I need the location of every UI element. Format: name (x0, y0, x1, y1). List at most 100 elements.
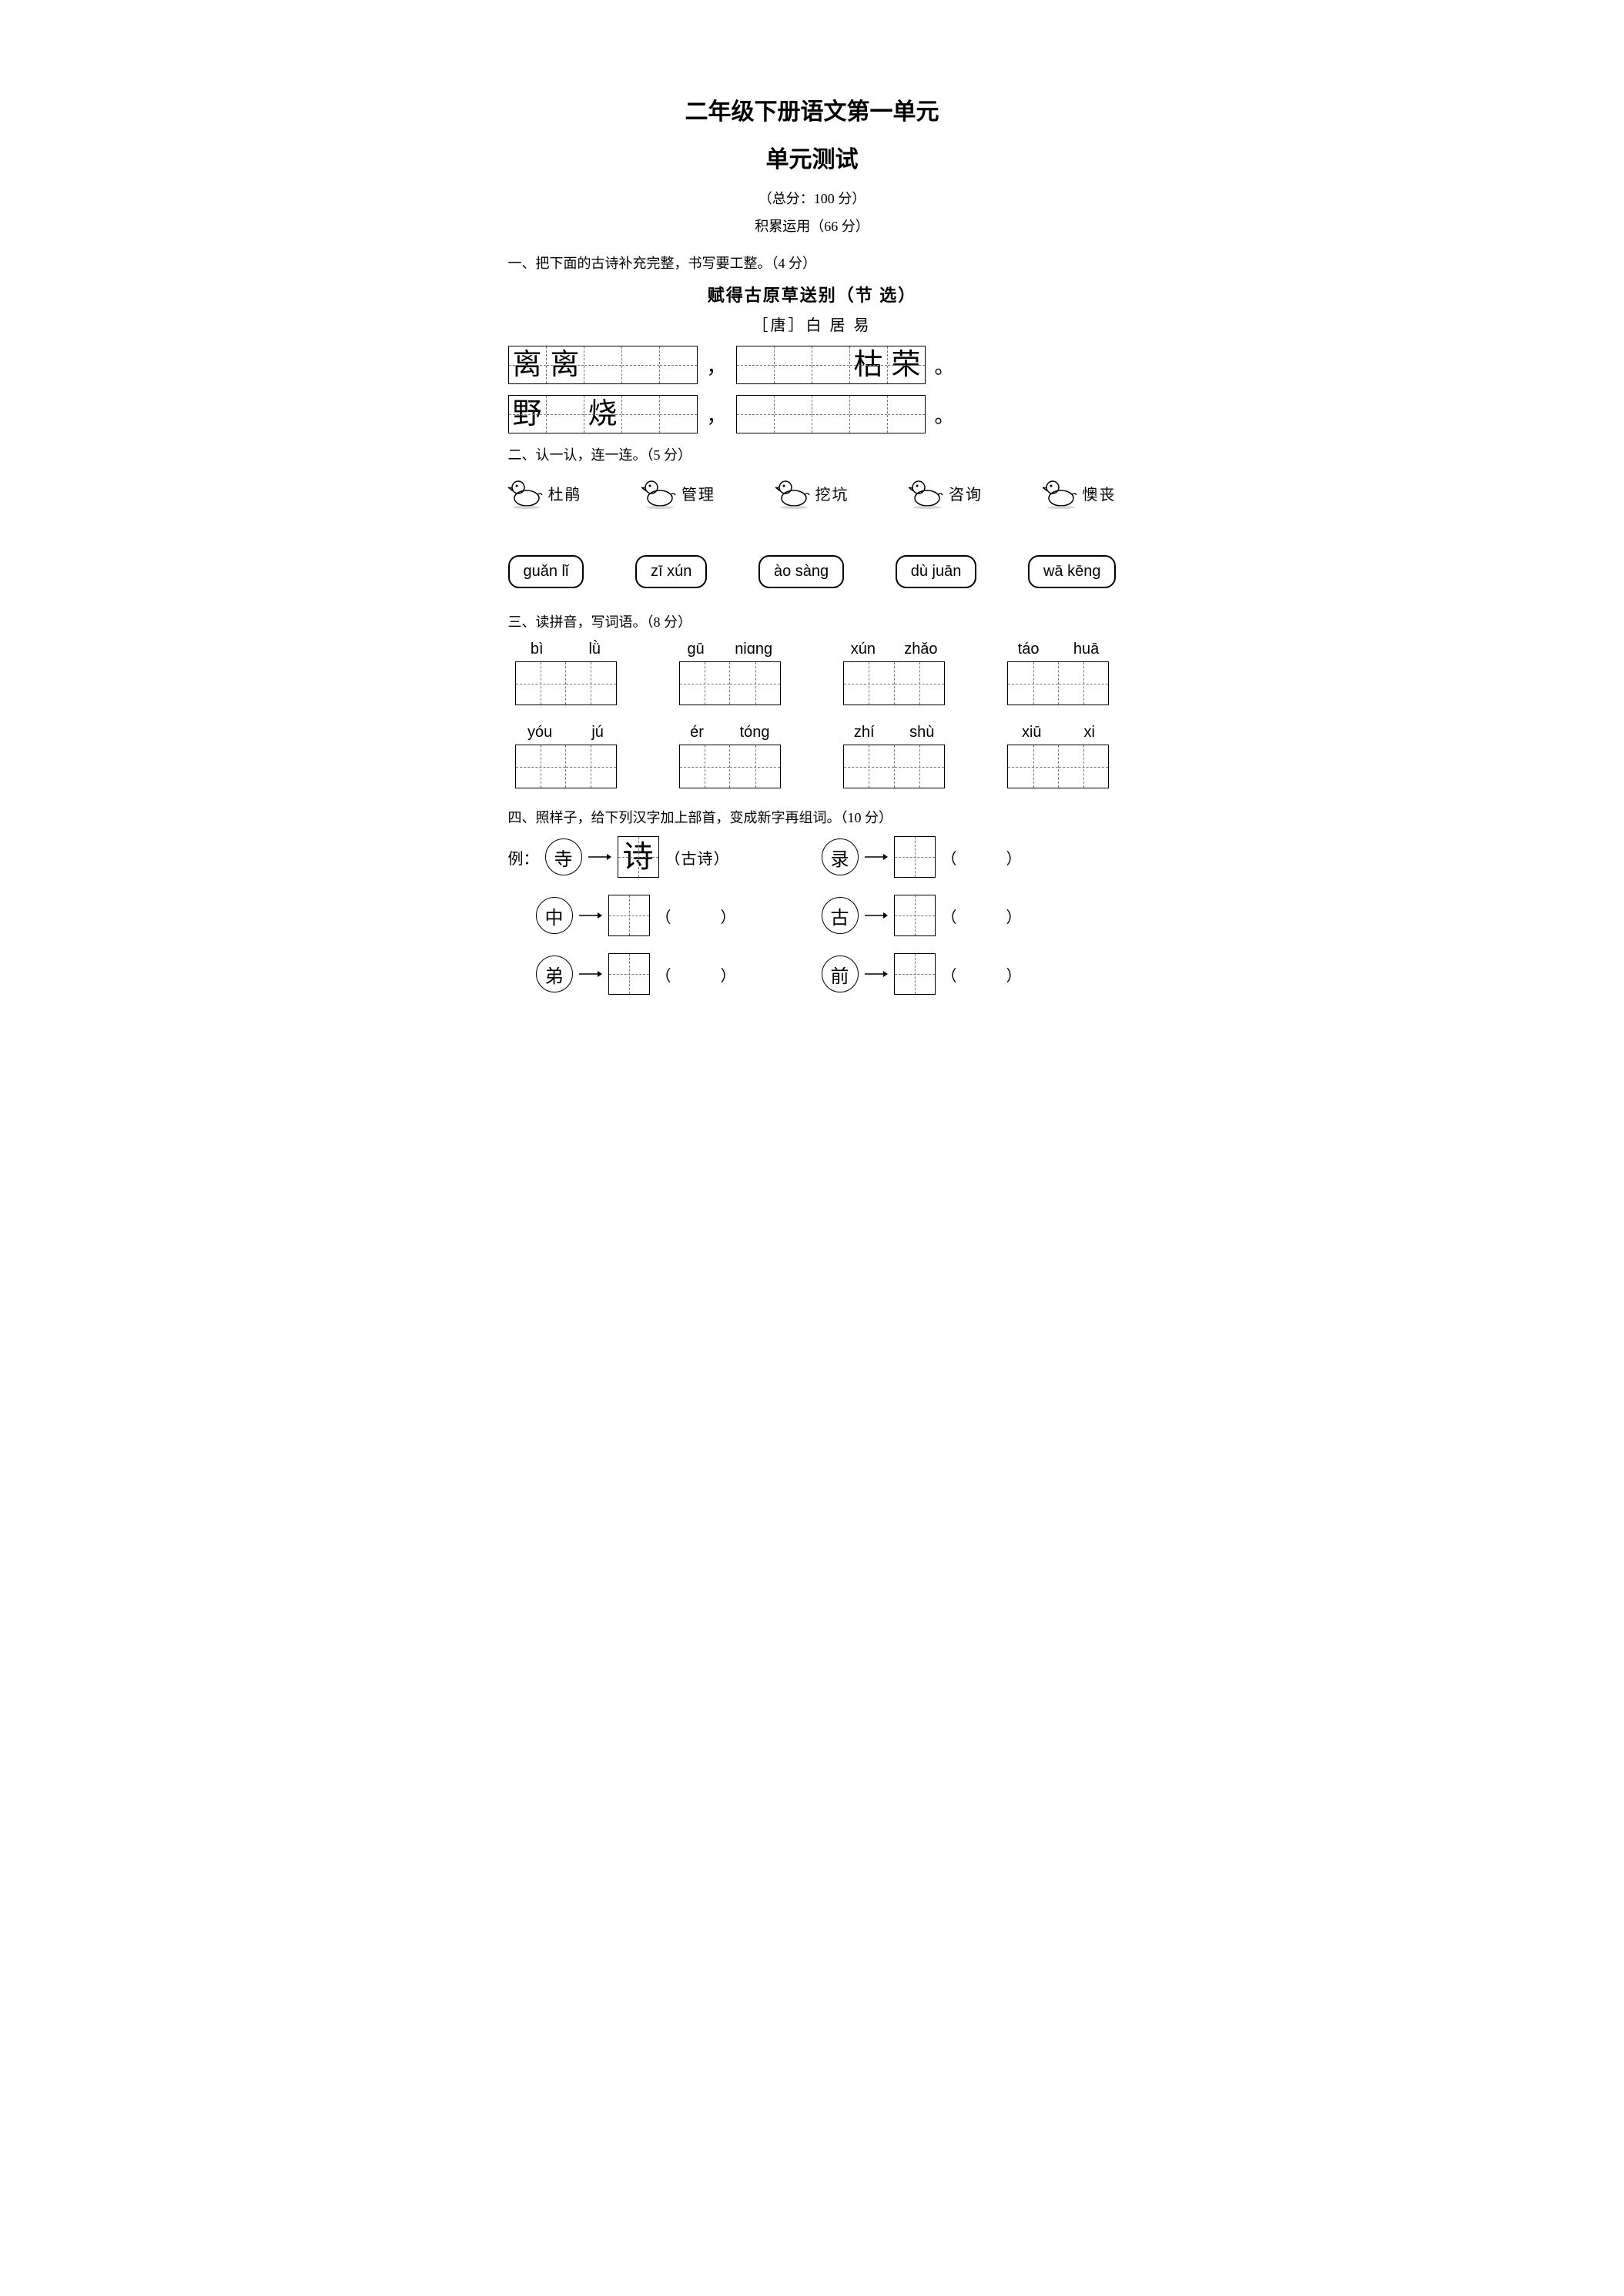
write-cell[interactable] (730, 662, 780, 705)
word-paren[interactable]: （ ） (942, 963, 1023, 986)
write-cell[interactable] (1008, 662, 1059, 705)
pinyin-syllable: tóng (740, 724, 770, 741)
pinyin-syllable: bì (531, 641, 544, 658)
duck-item: 懊丧 (1043, 477, 1117, 509)
pinyin-box: ér tóng (672, 724, 788, 788)
write-cell[interactable] (1008, 745, 1059, 788)
pinyin-pill: zī xún (635, 555, 707, 588)
write-cell[interactable] (622, 346, 660, 383)
title-line-1: 二年级下册语文第一单元 (508, 92, 1117, 126)
poem-line-1-group-2: 枯 荣 (736, 346, 926, 384)
q4-row: 中 （ ） (536, 895, 737, 936)
word-paren[interactable]: （ ） (942, 846, 1023, 869)
write-cell[interactable] (680, 745, 731, 788)
write-cell[interactable] (622, 396, 660, 433)
q4-row: 前 （ ） (822, 953, 1023, 995)
write-cell[interactable] (584, 346, 622, 383)
duck-icon (775, 477, 811, 509)
q4-row: 古 （ ） (822, 895, 1023, 936)
pinyin-syllable: xún (851, 641, 876, 658)
write-cell[interactable] (844, 745, 895, 788)
pinyin-syllable: táo (1018, 641, 1040, 658)
duck-word: 挖坑 (815, 482, 849, 504)
write-cell[interactable] (894, 836, 936, 878)
pinyin-syllable: yóu (527, 724, 552, 741)
arrow-icon (579, 912, 602, 919)
section-label: 积累运用（66 分） (508, 216, 1117, 236)
q2-heading: 二、认一认，连一连。（5 分） (508, 444, 1117, 464)
duck-item: 管理 (641, 477, 715, 509)
write-cell[interactable] (775, 396, 812, 433)
period: 。 (933, 351, 956, 380)
total-score: （总分：100 分） (508, 188, 1117, 208)
duck-item: 挖坑 (775, 477, 849, 509)
write-cell[interactable] (812, 396, 850, 433)
q3-row-2: yóu jú ér tóng zhíshù xiū xi (508, 724, 1117, 788)
pinyin-syllable: xiū (1022, 724, 1042, 741)
pinyin-syllable: jú (591, 724, 604, 741)
source-char: 弟 (536, 956, 573, 992)
write-cell[interactable] (844, 662, 895, 705)
pinyin-pill: dù juān (896, 555, 977, 588)
write-cell[interactable] (608, 953, 650, 995)
title-line-2: 单元测试 (508, 140, 1117, 174)
q3-heading: 三、读拼音，写词语。（8 分） (508, 611, 1117, 631)
word-paren[interactable]: （ ） (656, 963, 737, 986)
q4-row: 录 （ ） (822, 836, 1023, 878)
write-cell[interactable]: 枯 (850, 346, 888, 383)
duck-icon (909, 477, 944, 509)
pinyin-syllable: ér (690, 724, 704, 741)
pinyin-syllable: lǜ (588, 641, 601, 658)
source-char: 录 (822, 838, 859, 875)
write-cell[interactable] (680, 662, 731, 705)
period: 。 (933, 400, 956, 429)
write-cell[interactable]: 荣 (888, 346, 925, 383)
write-cell[interactable] (894, 953, 936, 995)
duck-item: 杜鹃 (508, 477, 582, 509)
write-cell[interactable] (737, 396, 775, 433)
write-cell[interactable] (516, 745, 567, 788)
word-paren[interactable]: （ ） (656, 905, 737, 927)
write-cell[interactable] (1059, 745, 1109, 788)
write-cell[interactable] (1059, 662, 1109, 705)
pinyin-syllable: niɑng (735, 641, 772, 658)
arrow-icon (579, 970, 602, 978)
write-cell[interactable] (566, 745, 616, 788)
write-cell[interactable] (516, 662, 567, 705)
write-cell[interactable]: 烧 (584, 396, 622, 433)
write-cell[interactable] (812, 346, 850, 383)
example-label: 例： (508, 846, 539, 869)
duck-item: 咨询 (909, 477, 983, 509)
write-cell[interactable] (850, 396, 888, 433)
duck-word: 咨询 (949, 482, 983, 504)
write-cell[interactable] (660, 346, 697, 383)
q4-columns: 例： 寺 诗 （古诗） 中 （ ） 弟 （ ） 录 (508, 836, 1117, 995)
pinyin-box: yóu jú (508, 724, 624, 788)
pinyin-box: xúnzhǎo (836, 641, 952, 705)
write-cell[interactable] (730, 745, 780, 788)
source-char: 古 (822, 897, 859, 934)
write-cell[interactable]: 诗 (618, 836, 659, 878)
write-cell[interactable] (660, 396, 697, 433)
write-cell[interactable] (894, 895, 936, 936)
write-cell[interactable] (895, 662, 945, 705)
write-cell[interactable]: 野 (509, 396, 547, 433)
pinyin-box: zhíshù (836, 724, 952, 788)
write-cell[interactable] (775, 346, 812, 383)
pinyin-syllable: shù (909, 724, 934, 741)
word-paren[interactable]: （ ） (942, 905, 1023, 927)
write-cell[interactable] (737, 346, 775, 383)
write-cell[interactable]: 离 (547, 346, 584, 383)
write-cell[interactable] (895, 745, 945, 788)
pinyin-box: xiū xi (1000, 724, 1116, 788)
pinyin-box: gūniɑng (672, 641, 788, 705)
pinyin-pill: wā kēng (1028, 555, 1117, 588)
duck-word: 杜鹃 (548, 482, 582, 504)
write-cell[interactable] (608, 895, 650, 936)
pinyin-syllable: xi (1084, 724, 1095, 741)
write-cell[interactable] (888, 396, 925, 433)
write-cell[interactable]: 离 (509, 346, 547, 383)
pinyin-pill: guǎn lǐ (508, 555, 584, 588)
write-cell[interactable] (566, 662, 616, 705)
write-cell[interactable] (547, 396, 584, 433)
